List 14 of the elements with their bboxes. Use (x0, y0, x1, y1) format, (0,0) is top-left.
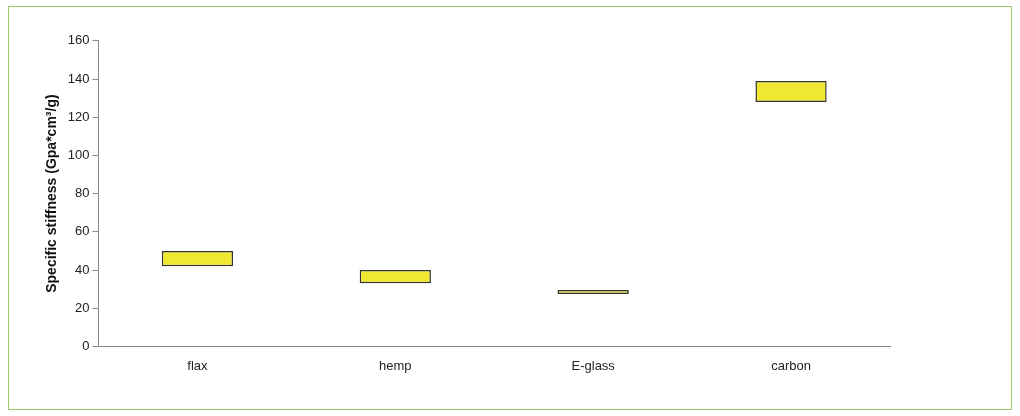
y-tick-label: 40 (75, 261, 90, 277)
x-tick-label: E-glass (571, 357, 616, 373)
y-tick-label: 20 (75, 299, 90, 315)
y-axis-title: Specific stiffness (Gpa*cm³/g) (43, 94, 60, 293)
x-tick-label: carbon (771, 357, 811, 373)
x-tick-label: flax (187, 357, 209, 373)
y-tick-label: 100 (67, 146, 90, 162)
y-tick-label: 140 (67, 70, 90, 86)
y-tick-label: 80 (75, 185, 90, 201)
y-tick-label: 160 (67, 32, 90, 48)
y-tick-label: 0 (82, 337, 90, 353)
y-tick-label: 120 (67, 108, 90, 124)
x-tick-label: hemp (379, 357, 412, 373)
y-tick-label: 60 (75, 223, 90, 239)
